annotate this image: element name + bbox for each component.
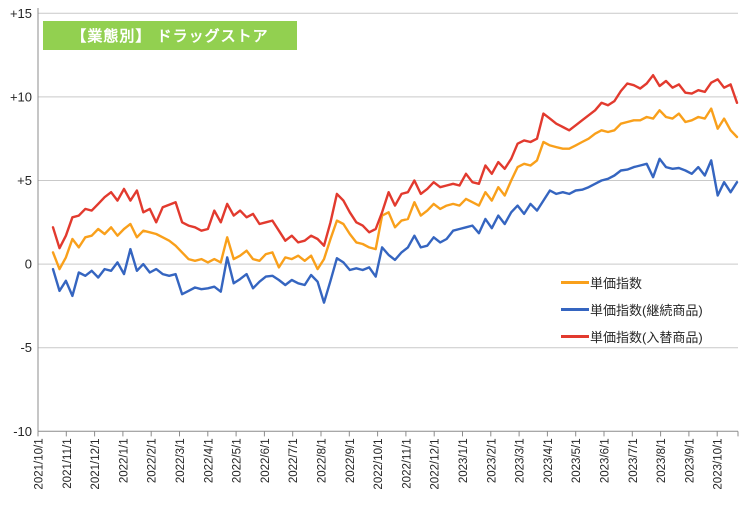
series-line-2: [51, 73, 739, 250]
x-axis-tick-label: 2022/5/1: [232, 438, 244, 483]
x-axis-tick-label: 2022/8/1: [317, 438, 329, 483]
legend-label: 単価指数(入替商品): [590, 330, 703, 345]
x-axis-tick-label: 2022/9/1: [345, 438, 357, 483]
x-axis-tick-label: 2023/8/1: [656, 438, 668, 483]
legend: 単価指数 単価指数(継続商品) 単価指数(入替商品): [561, 269, 703, 350]
x-axis-tick-label: 2023/7/1: [628, 438, 640, 483]
x-axis-tick-label: 2023/3/1: [515, 438, 527, 483]
legend-item-replacement-products: 単価指数(入替商品): [561, 323, 703, 350]
x-axis-tick-label: 2022/11/1: [401, 438, 413, 488]
x-axis-tick-label: 2021/11/1: [62, 438, 74, 488]
x-axis-tick-label: 2023/1/1: [458, 438, 470, 483]
y-axis-tick-label: -5: [20, 340, 32, 355]
chart-title-badge: 【業態別】 ドラッグストア: [43, 21, 297, 50]
y-axis-tick-label: +15: [10, 6, 32, 21]
x-axis-tick-label: 2022/1/1: [118, 438, 130, 483]
series-line-0: [51, 107, 739, 271]
series-line-1: [51, 157, 739, 304]
legend-line-swatch: [561, 335, 589, 338]
x-axis-tick-label: 2021/10/1: [34, 438, 46, 489]
legend-label: 単価指数(継続商品): [590, 303, 703, 318]
x-axis-tick-label: 2022/4/1: [203, 438, 215, 483]
x-axis-tick-label: 2022/6/1: [260, 438, 272, 483]
chart-title: 【業態別】 ドラッグストア: [71, 28, 269, 45]
x-axis-tick-label: 2023/5/1: [571, 438, 583, 483]
x-axis-tick-label: 2023/6/1: [600, 438, 612, 483]
x-axis-tick-label: 2023/4/1: [543, 438, 555, 483]
x-axis-tick-label: 2023/2/1: [486, 438, 498, 483]
y-axis-tick-label: 0: [25, 257, 32, 272]
x-axis-tick-label: 2022/3/1: [175, 438, 187, 483]
x-axis-tick-label: 2022/10/1: [373, 438, 385, 489]
x-axis-tick-label: 2022/12/1: [430, 438, 442, 489]
y-axis-tick-label: -10: [13, 424, 32, 439]
legend-label: 単価指数: [590, 276, 643, 291]
legend-item-unit-price-index: 単価指数: [561, 269, 703, 296]
y-axis-tick-label: +5: [17, 173, 32, 188]
legend-line-swatch: [561, 281, 589, 284]
x-axis-tick-label: 2021/12/1: [90, 438, 102, 489]
x-axis-tick-label: 2023/9/1: [684, 438, 696, 483]
legend-item-continuing-products: 単価指数(継続商品): [561, 296, 703, 323]
x-axis-tick-label: 2022/2/1: [147, 438, 159, 483]
y-axis-tick-label: +10: [10, 89, 32, 104]
x-axis-tick-label: 2022/7/1: [288, 438, 300, 483]
legend-line-swatch: [561, 308, 589, 311]
x-axis-tick-label: 2023/10/1: [713, 438, 725, 489]
